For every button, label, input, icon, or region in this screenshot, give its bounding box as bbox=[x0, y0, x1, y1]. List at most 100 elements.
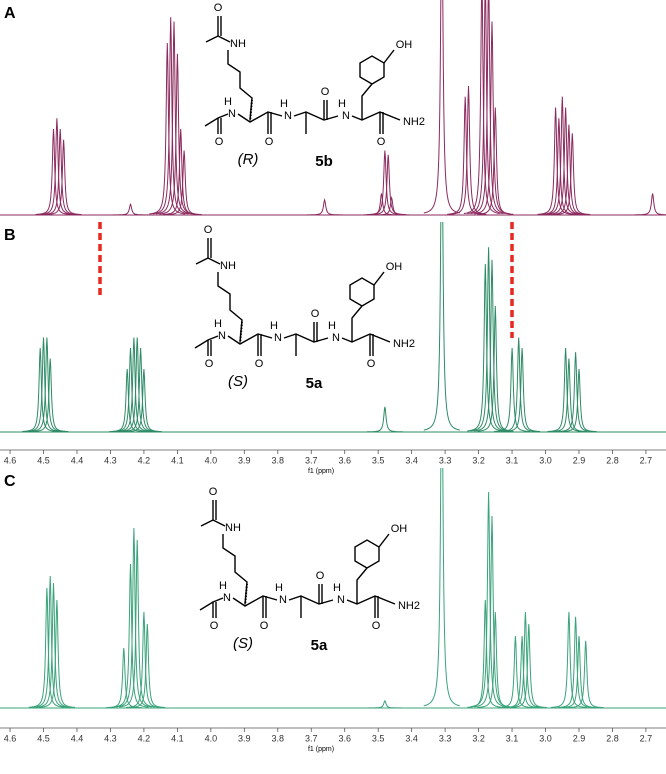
peak bbox=[497, 635, 534, 709]
bond bbox=[199, 597, 224, 611]
bond bbox=[195, 257, 221, 265]
x-tick-label: 2.7 bbox=[640, 733, 653, 743]
peak bbox=[550, 358, 587, 433]
x-tick-label: 2.7 bbox=[640, 455, 653, 465]
atom-label: H bbox=[214, 318, 222, 330]
peak bbox=[115, 527, 152, 708]
atom-label: H bbox=[280, 98, 288, 110]
atom-label: O bbox=[367, 358, 376, 370]
panel-label: C bbox=[4, 473, 16, 490]
x-tick-label: 4.4 bbox=[71, 455, 84, 465]
atom-label: O bbox=[214, 2, 223, 14]
bond bbox=[356, 567, 368, 604]
x-tick-label: 4.6 bbox=[4, 733, 17, 743]
configuration: (S) bbox=[228, 373, 248, 390]
x-tick-label: 4.4 bbox=[71, 733, 84, 743]
atom-label: N bbox=[274, 332, 282, 344]
atom-label: O bbox=[204, 224, 213, 236]
peak bbox=[423, 222, 460, 431]
bond bbox=[194, 335, 219, 349]
peak bbox=[470, 247, 507, 432]
atom-label: NH2 bbox=[398, 600, 420, 612]
atom-label: O bbox=[210, 620, 219, 632]
peak bbox=[306, 198, 343, 216]
atom-label: NH2 bbox=[393, 338, 415, 350]
x-tick-label: 3.0 bbox=[539, 733, 552, 743]
atom-label: NH2 bbox=[403, 116, 425, 128]
stereo-bond bbox=[249, 99, 253, 123]
atom-label: NH bbox=[230, 38, 246, 50]
x-tick-label: 4.2 bbox=[138, 455, 151, 465]
peak bbox=[119, 337, 156, 432]
x-tick-label: 4.3 bbox=[104, 733, 117, 743]
peak bbox=[477, 305, 514, 432]
peak bbox=[112, 203, 149, 216]
panel-label: A bbox=[4, 5, 16, 22]
spectrum bbox=[0, 222, 666, 433]
x-tick-label: 4.5 bbox=[37, 733, 50, 743]
peak bbox=[156, 21, 192, 215]
peak bbox=[494, 347, 531, 432]
peak bbox=[510, 623, 547, 708]
peak bbox=[32, 575, 69, 708]
atom-label: OH bbox=[386, 261, 403, 273]
x-tick-label: 3.8 bbox=[272, 455, 285, 465]
x-tick-label: 3.7 bbox=[305, 733, 318, 743]
spectrum bbox=[0, 468, 666, 709]
atom-label: N bbox=[218, 330, 226, 342]
bond bbox=[341, 333, 391, 343]
x-tick-label: 3.9 bbox=[238, 733, 251, 743]
compound-label: 5a bbox=[306, 375, 323, 392]
x-tick-label: 2.9 bbox=[573, 455, 586, 465]
configuration: (R) bbox=[238, 151, 259, 168]
peak bbox=[561, 368, 597, 433]
atom-label: NH bbox=[225, 522, 241, 534]
peak bbox=[423, 0, 460, 214]
peak bbox=[42, 128, 79, 215]
atom-label: NH bbox=[220, 260, 236, 272]
peak bbox=[32, 358, 69, 433]
panel-label: B bbox=[4, 227, 16, 244]
atom-label: N bbox=[337, 594, 345, 606]
atom-label: O bbox=[255, 358, 264, 370]
bond bbox=[283, 333, 329, 343]
bond bbox=[217, 272, 243, 343]
peak bbox=[557, 616, 594, 708]
spectrum bbox=[0, 0, 666, 216]
atom-label: H bbox=[270, 320, 278, 332]
peak bbox=[550, 611, 587, 708]
peak bbox=[477, 107, 514, 215]
x-tick-label: 3.5 bbox=[372, 455, 385, 465]
peak bbox=[366, 406, 403, 433]
bond bbox=[373, 271, 385, 286]
atom-label: N bbox=[223, 592, 231, 604]
atom-label: H bbox=[328, 320, 336, 332]
compound-label: 5b bbox=[315, 153, 333, 170]
atom-label: O bbox=[265, 136, 274, 148]
peak bbox=[152, 17, 189, 215]
atom-label: N bbox=[284, 110, 292, 122]
peak bbox=[423, 468, 460, 707]
x-tick-label: 2.9 bbox=[573, 733, 586, 743]
atom-label: OH bbox=[396, 39, 413, 51]
peak bbox=[463, 0, 500, 215]
bond bbox=[204, 113, 229, 127]
peak bbox=[470, 0, 507, 215]
x-tick-label: 3.8 bbox=[272, 733, 285, 743]
x-tick-label: 4.0 bbox=[205, 733, 218, 743]
atom-label: H bbox=[333, 582, 341, 594]
bond bbox=[349, 277, 375, 307]
atom-label: N bbox=[228, 108, 236, 120]
atom-label: N bbox=[332, 332, 340, 344]
atom-label: O bbox=[311, 308, 320, 320]
peak bbox=[470, 491, 507, 708]
bond bbox=[361, 83, 373, 120]
peak bbox=[557, 352, 594, 432]
peak bbox=[373, 195, 410, 216]
peak bbox=[35, 583, 72, 708]
peak bbox=[166, 150, 203, 216]
bond bbox=[359, 55, 385, 85]
